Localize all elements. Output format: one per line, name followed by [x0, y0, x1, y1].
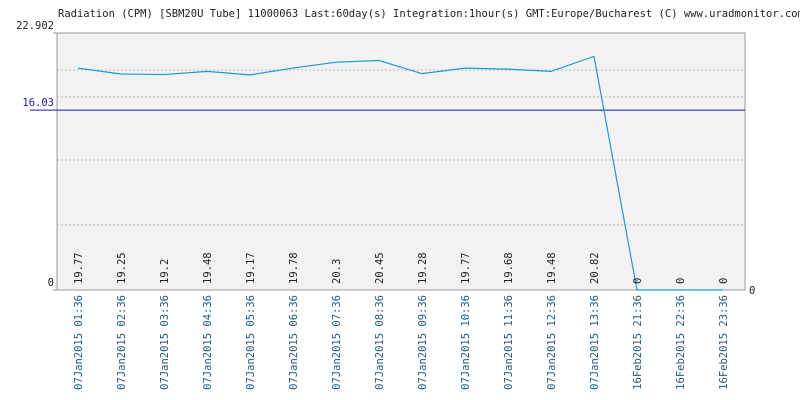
data-label: 0	[718, 278, 730, 284]
x-tick-label: 07Jan2015 02:36	[116, 295, 128, 390]
x-tick-label: 07Jan2015 08:36	[374, 295, 386, 390]
y-tick-label-right: 0	[749, 285, 755, 297]
y-tick-label: 0	[48, 277, 54, 289]
x-tick-label: 07Jan2015 12:36	[546, 295, 558, 390]
chart-title: Radiation (CPM) [SBM20U Tube] 11000063 L…	[58, 8, 800, 20]
plot-area	[56, 32, 746, 291]
data-label: 0	[675, 278, 687, 284]
data-label: 19.77	[460, 252, 472, 284]
x-tick-label: 07Jan2015 05:36	[245, 295, 257, 390]
x-tick-label: 16Feb2015 21:36	[632, 295, 644, 390]
data-label: 20.45	[374, 252, 386, 284]
data-label: 0	[632, 278, 644, 284]
x-tick-label: 07Jan2015 09:36	[417, 295, 429, 390]
x-tick-label: 07Jan2015 01:36	[73, 295, 85, 390]
x-tick-label: 07Jan2015 06:36	[288, 295, 300, 390]
data-label: 19.78	[288, 252, 300, 284]
data-label: 19.28	[417, 252, 429, 284]
data-label: 19.68	[503, 252, 515, 284]
data-label: 19.25	[116, 252, 128, 284]
data-label: 20.82	[589, 252, 601, 284]
data-label: 19.17	[245, 252, 257, 284]
y-tick-label: 16.03	[22, 97, 54, 109]
x-tick-label: 07Jan2015 07:36	[331, 295, 343, 390]
data-label: 19.48	[546, 252, 558, 284]
x-tick-label: 07Jan2015 11:36	[503, 295, 515, 390]
x-tick-label: 16Feb2015 22:36	[675, 295, 687, 390]
data-label: 19.2	[159, 259, 171, 284]
line	[77, 55, 723, 291]
y-tick-label: 22.902	[16, 20, 54, 32]
x-tick-label: 07Jan2015 03:36	[159, 295, 171, 390]
data-label: 19.77	[73, 252, 85, 284]
x-tick-label: 07Jan2015 10:36	[460, 295, 472, 390]
data-label: 20.3	[331, 259, 343, 284]
grid	[57, 69, 745, 226]
x-tick-label: 07Jan2015 04:36	[202, 295, 214, 390]
x-tick-label: 07Jan2015 13:36	[589, 295, 601, 390]
x-tick-label: 16Feb2015 23:36	[718, 295, 730, 390]
data-label: 19.48	[202, 252, 214, 284]
